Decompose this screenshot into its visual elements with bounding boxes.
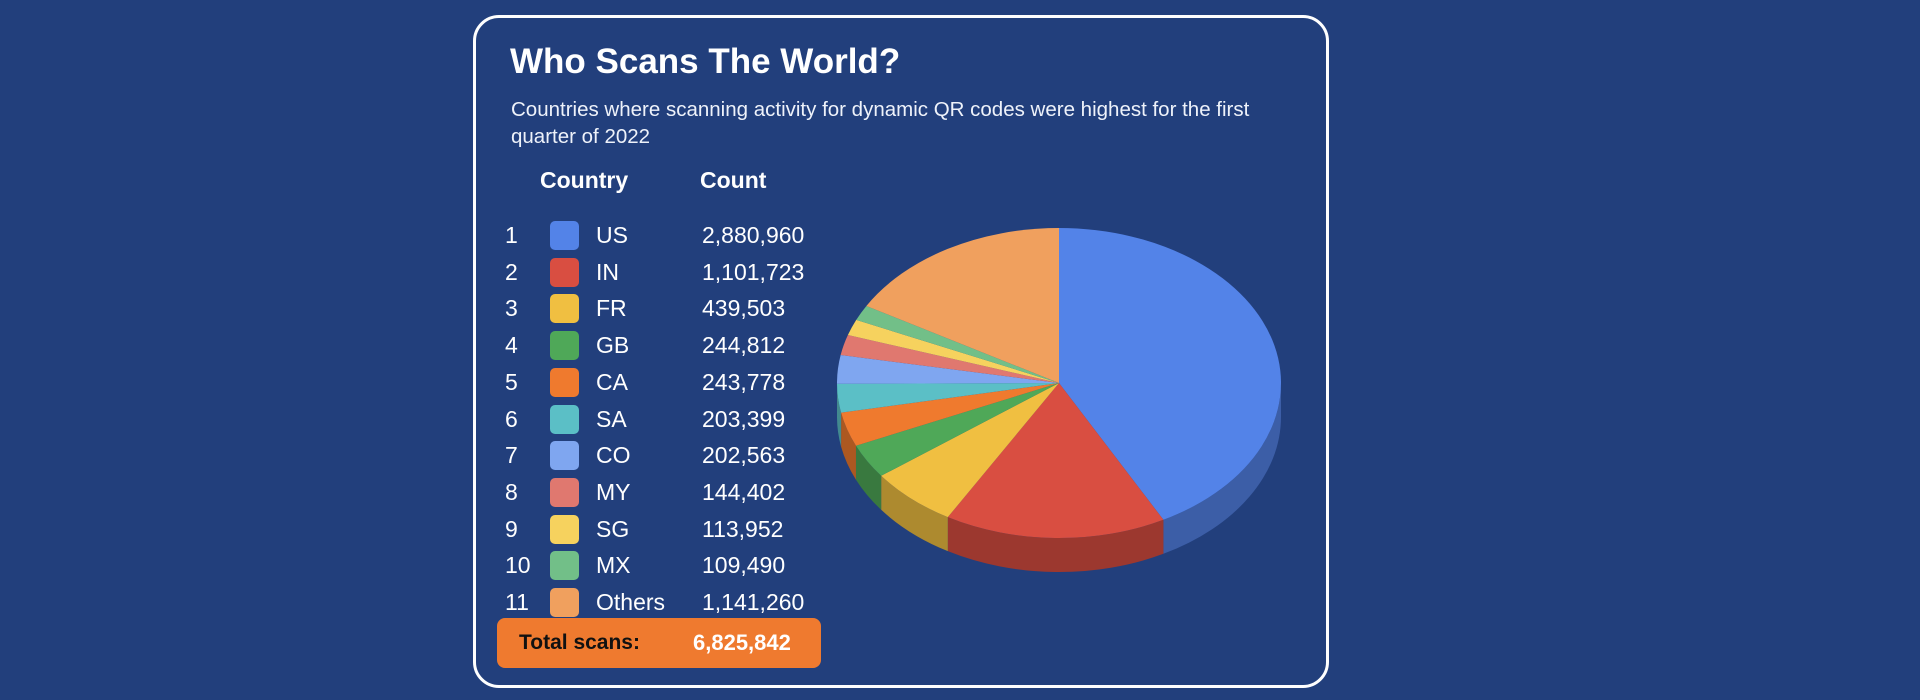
pie-slice-gb [855,383,1059,476]
rank: 3 [505,295,518,322]
pie-slice-others [866,228,1059,383]
rank: 11 [505,589,529,615]
count-value: 202,563 [702,442,786,469]
pie-slice-co [837,354,1059,384]
pie-slice-my [840,335,1059,383]
color-swatch [550,294,579,324]
rank: 10 [505,552,531,579]
rank: 1 [505,222,518,248]
country-code: MY [596,478,631,505]
count-value: 439,503 [702,295,786,322]
color-swatch [550,221,579,250]
color-swatch [550,257,579,287]
country-code: FR [596,295,627,322]
pie-slices [837,228,1281,538]
color-swatch [550,477,579,507]
color-swatch [550,514,579,544]
pie-side-fr [881,475,948,552]
pie-slice-sa [837,383,1059,413]
pie-side-gb [855,445,882,510]
legend-row: 6 SA 203,399 [476,402,876,438]
header-count: Count [700,167,767,193]
legend-row: 11 Others 1,141,260 [476,585,876,621]
legend-row: 3 FR 439,503 [476,291,876,327]
pie-side-in [947,517,1164,572]
count-value: 203,399 [702,405,786,432]
pie-side-us [1163,383,1281,554]
rank: 7 [505,442,518,469]
country-code: GB [596,332,630,359]
pie-slice-us [1059,228,1281,520]
rank: 5 [505,368,518,395]
rank: 9 [505,515,518,542]
color-swatch [550,404,579,434]
legend-row: 9 SG 113,952 [476,512,876,548]
count-value: 244,812 [702,332,786,359]
legend-row: 1 US 2,880,960 [476,218,876,254]
total-label: Total scans: [519,631,640,654]
pie-slice-mx [856,305,1059,383]
count-value: 113,952 [702,515,784,542]
legend-row: 5 CA 243,778 [476,365,876,401]
pie-side-ca [841,412,856,480]
count-value: 2,880,960 [702,222,805,248]
country-code: CO [596,442,631,469]
legend-row: 2 IN 1,101,723 [476,255,876,291]
country-code: MX [596,552,631,579]
color-swatch [550,551,579,581]
color-swatch [550,441,579,471]
legend-row: 10 MX 109,490 [476,548,876,584]
pie-slice-fr [881,383,1059,518]
count-value: 1,141,260 [702,589,805,615]
count-value: 1,101,723 [702,258,805,285]
legend-row: 4 GB 244,812 [476,328,876,364]
legend-row: 8 MY 144,402 [476,475,876,511]
pie-slice-ca [841,383,1059,446]
count-value: 144,402 [702,478,786,505]
rank: 8 [505,478,518,505]
country-code: SA [596,405,627,432]
color-swatch [550,367,579,397]
country-code: IN [596,258,619,285]
rank: 4 [505,332,518,359]
rank: 6 [505,405,518,432]
rank: 2 [505,258,518,285]
header-country: Country [540,167,629,193]
legend-row: 7 CO 202,563 [476,438,876,474]
country-code: SG [596,515,630,542]
pie-sides [837,383,1281,572]
country-code: US [596,222,628,248]
country-code: Others [596,589,666,615]
color-swatch [550,331,579,361]
pie-side-sa [837,383,842,447]
count-value: 109,490 [702,552,786,579]
country-code: CA [596,368,628,395]
count-value: 243,778 [702,368,786,395]
pie-slice-in [947,383,1164,538]
total-scans-badge: Total scans: 6,825,842 [497,618,821,668]
chart-subtitle: Countries where scanning activity for dy… [511,98,1250,148]
pie-slice-sg [847,319,1059,383]
color-swatch [550,588,579,617]
chart-title: Who Scans The World? [510,42,901,81]
total-value: 6,825,842 [693,630,791,655]
